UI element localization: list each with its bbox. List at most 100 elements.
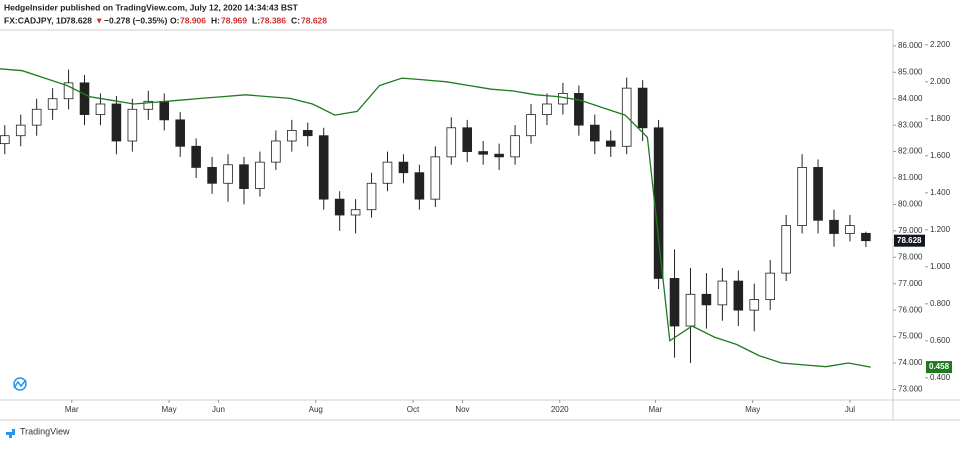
candle	[350, 199, 361, 234]
candle	[111, 96, 122, 155]
candle-body	[717, 280, 728, 306]
y-tick-label: 82.000	[898, 147, 923, 156]
candle-body	[63, 82, 74, 100]
candle-body	[95, 103, 106, 115]
candle-body	[15, 124, 26, 137]
candle-body	[765, 272, 775, 300]
candle-body	[669, 278, 680, 327]
y2-tick-label: 0.800	[930, 299, 951, 308]
candle-body	[462, 127, 473, 152]
low-value: 78.386	[260, 15, 286, 25]
candle	[605, 130, 616, 157]
candle	[590, 114, 600, 155]
candle-body	[430, 156, 441, 200]
candle	[669, 249, 680, 358]
candle-body	[414, 172, 425, 200]
candle-body	[701, 293, 712, 306]
candle	[0, 125, 10, 155]
candle	[685, 267, 696, 363]
y2-tick-label: 1.800	[930, 114, 951, 123]
candle-body	[446, 127, 457, 158]
candle	[207, 156, 217, 194]
y-tick-label: 75.000	[898, 332, 923, 341]
candle-body	[781, 225, 791, 274]
candle-body	[79, 82, 90, 115]
candle	[462, 119, 473, 163]
candle	[15, 114, 26, 147]
candle-body	[175, 119, 185, 147]
candle	[63, 69, 74, 110]
symbol: FX:CADJPY, 1D	[4, 15, 67, 25]
tv-logo	[6, 377, 27, 438]
candle	[255, 151, 265, 197]
candle-body	[143, 100, 154, 110]
candle-body	[813, 167, 823, 221]
x-tick-label: May	[745, 405, 760, 414]
candle	[717, 267, 728, 321]
candle-body	[334, 198, 345, 216]
down-arrow: ▼	[95, 15, 103, 25]
candle-body	[829, 219, 839, 234]
candle-body	[31, 108, 42, 126]
candle-body	[111, 103, 122, 142]
candle-body	[398, 161, 409, 174]
candle-body	[207, 167, 217, 184]
y-tick-label: 78.000	[898, 252, 923, 261]
candle-body	[510, 135, 520, 158]
candle-body	[797, 167, 807, 226]
candle	[414, 164, 425, 210]
y2-tick-label: 0.400	[930, 373, 951, 382]
last-price-label: 78.628	[897, 236, 922, 245]
x-tick-label: Mar	[649, 405, 663, 414]
candle-body	[127, 108, 138, 142]
candle	[175, 111, 185, 157]
candle-body	[271, 140, 281, 163]
candle	[861, 231, 871, 248]
y-tick-label: 74.000	[898, 358, 923, 367]
candle	[143, 90, 154, 120]
candle-body	[574, 93, 584, 126]
candle-body	[366, 182, 377, 211]
y2-tick-label: 2.000	[930, 77, 951, 86]
candle-body	[605, 140, 616, 147]
close-key: C:	[291, 15, 300, 25]
y2-tick-label: 1.600	[930, 151, 951, 160]
y-tick-label: 73.000	[898, 385, 923, 394]
candle	[542, 93, 552, 126]
candle	[637, 80, 648, 141]
close-value: 78.628	[301, 15, 327, 25]
candle-body	[382, 161, 393, 184]
candle	[701, 273, 712, 329]
candle-body	[845, 225, 855, 234]
high-key: H:	[211, 15, 220, 25]
candle-body	[653, 127, 664, 279]
open-key: O:	[170, 15, 180, 25]
y-tick-label: 84.000	[898, 94, 923, 103]
candle	[749, 283, 760, 332]
candle	[79, 74, 90, 126]
candle	[31, 98, 42, 136]
candle	[478, 141, 488, 165]
candle	[398, 154, 409, 184]
y-tick-label: 76.000	[898, 305, 923, 314]
series-last-label: 0.458	[929, 362, 950, 371]
candle-body	[159, 100, 170, 121]
x-tick-label: Nov	[455, 405, 469, 414]
candle	[510, 125, 520, 165]
candle	[813, 159, 823, 234]
x-tick-label: May	[161, 405, 176, 414]
y-tick-label: 83.000	[898, 120, 923, 129]
x-tick-label: Mar	[65, 405, 79, 414]
candle	[127, 98, 138, 152]
candle	[797, 154, 807, 234]
candle-body	[861, 232, 871, 242]
candle	[366, 172, 377, 218]
y2-tick-label: 1.400	[930, 188, 951, 197]
candle	[223, 154, 233, 202]
candle	[239, 156, 249, 205]
high-value: 78.969	[221, 15, 247, 25]
series-line	[0, 68, 871, 368]
candle	[781, 215, 791, 282]
